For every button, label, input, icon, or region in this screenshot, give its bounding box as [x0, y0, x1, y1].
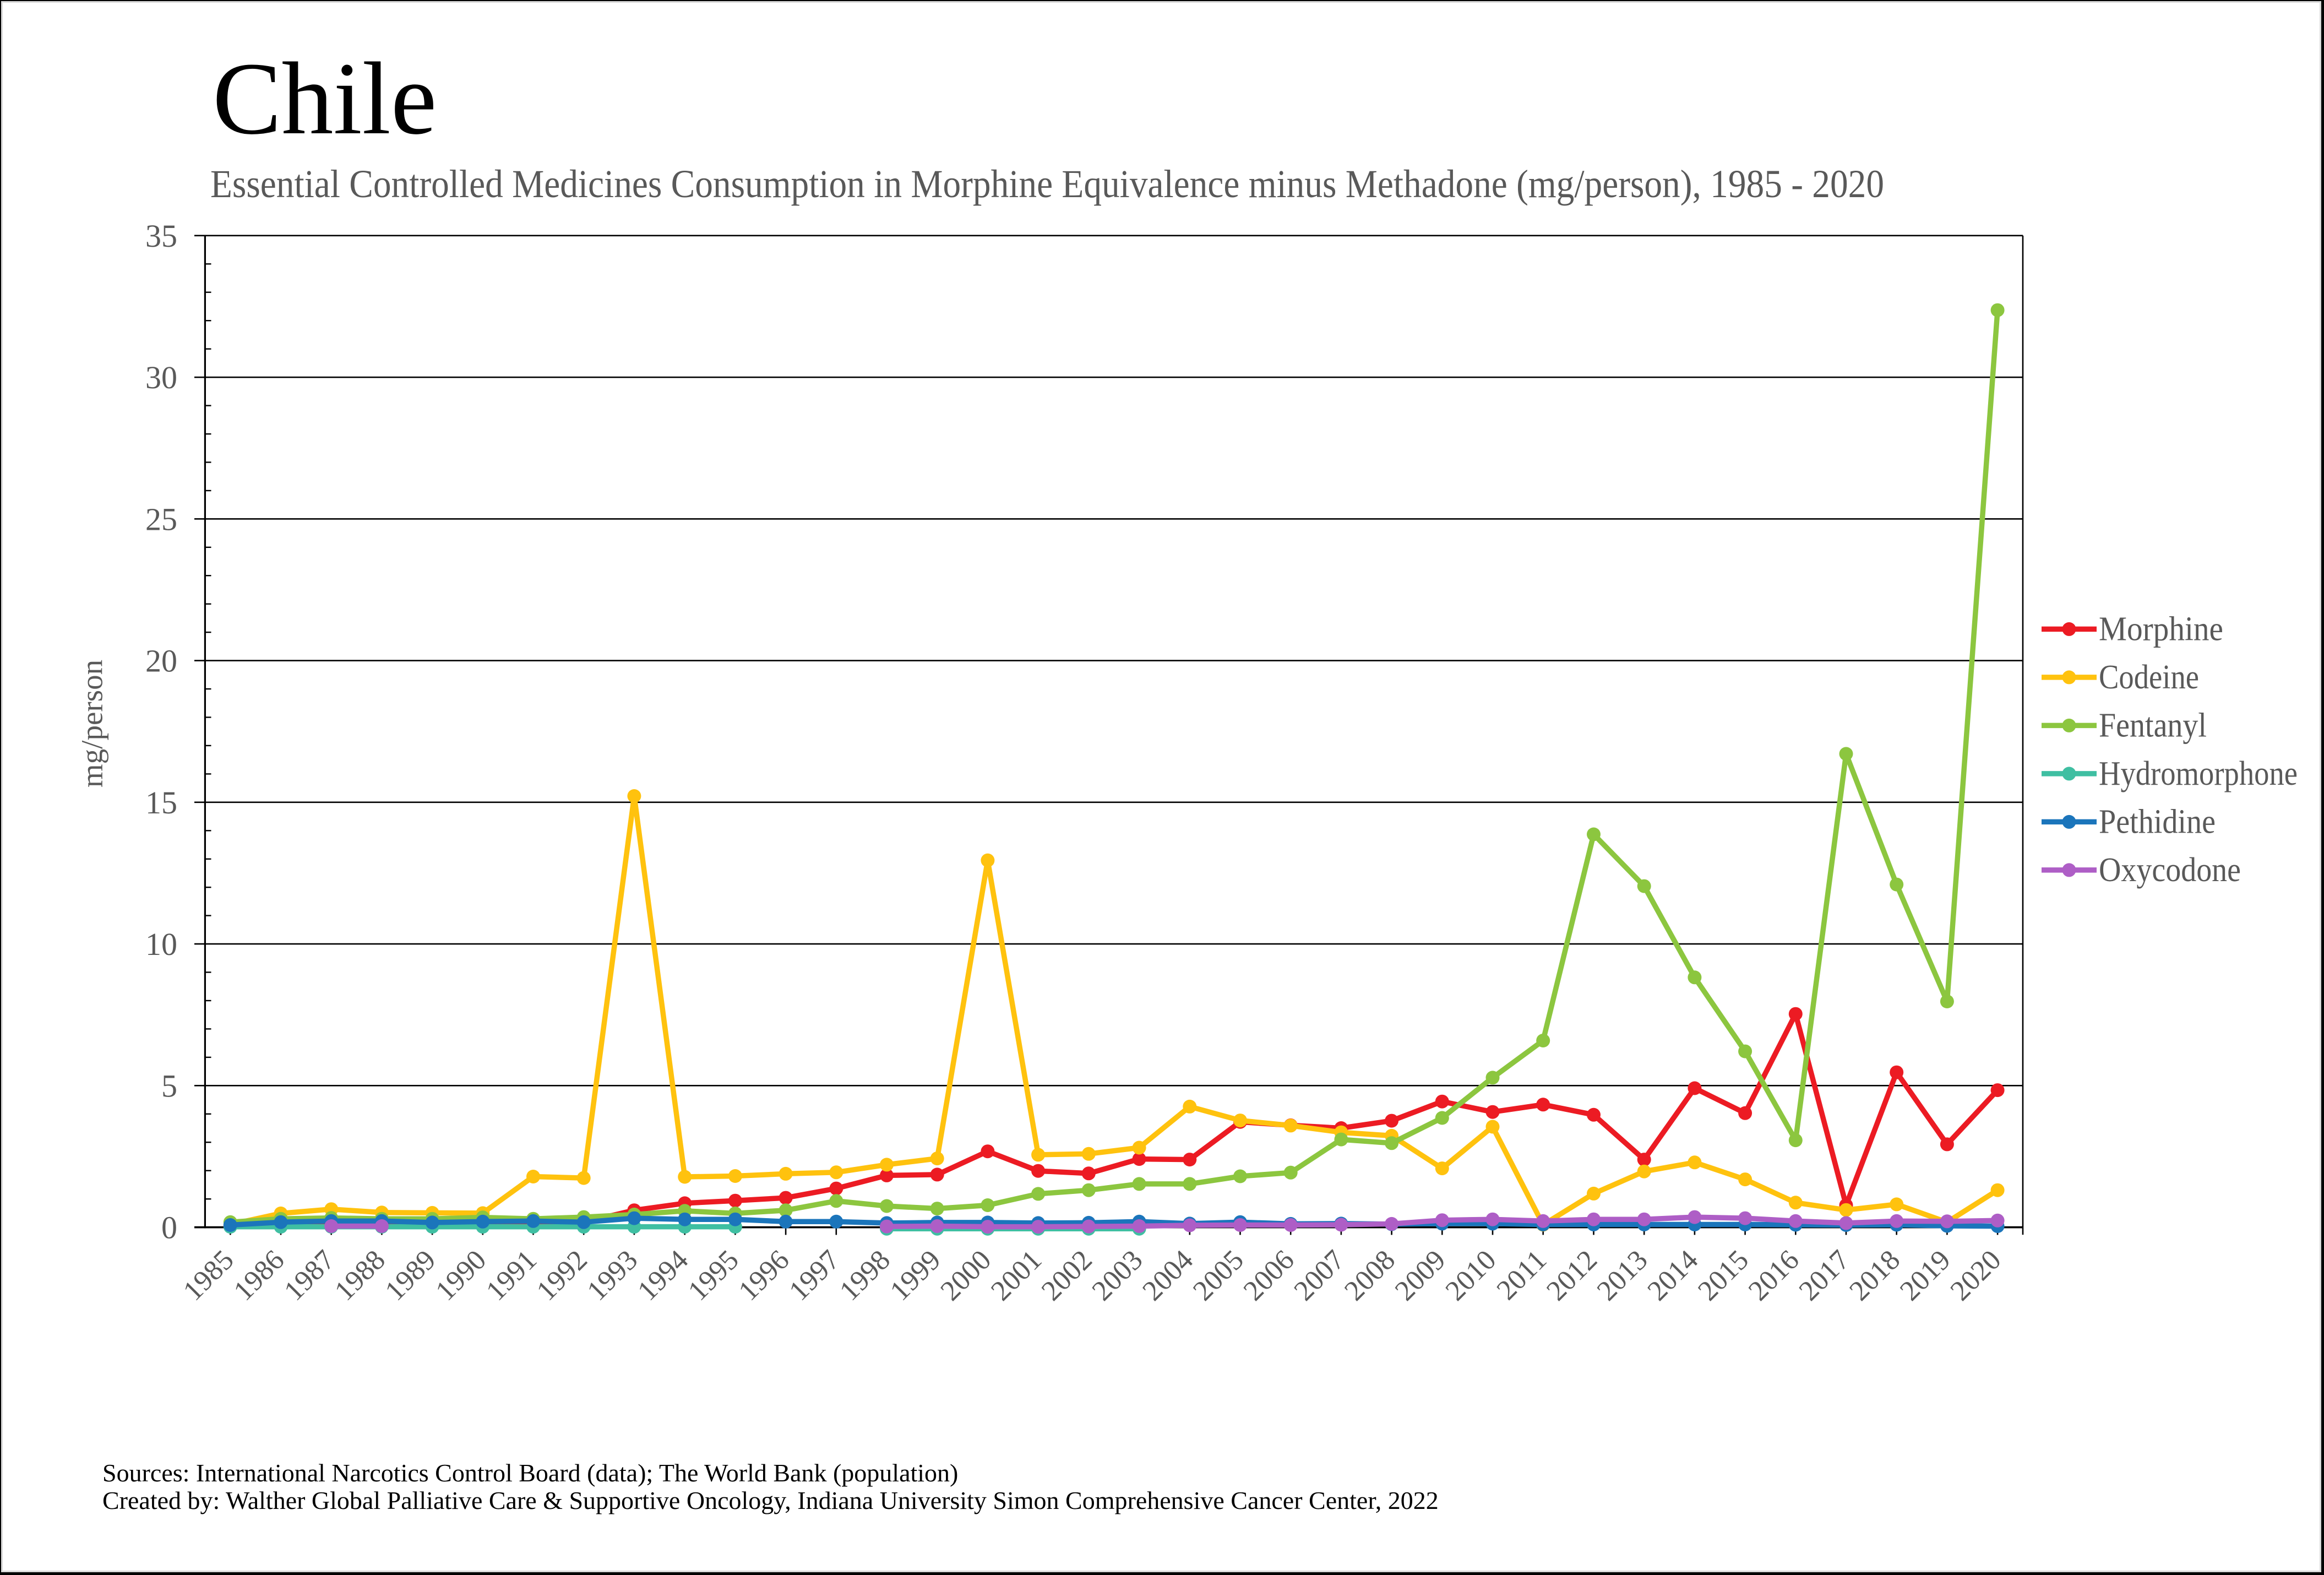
svg-text:2010: 2010: [1440, 1244, 1503, 1307]
svg-text:1997: 1997: [783, 1244, 846, 1307]
svg-text:2001: 2001: [985, 1244, 1048, 1307]
svg-text:2014: 2014: [1642, 1244, 1705, 1307]
svg-text:2007: 2007: [1288, 1244, 1351, 1307]
svg-text:1988: 1988: [329, 1244, 391, 1307]
svg-text:2005: 2005: [1187, 1244, 1250, 1307]
svg-text:1996: 1996: [733, 1244, 796, 1307]
svg-text:25: 25: [145, 501, 177, 537]
svg-text:20: 20: [145, 643, 177, 679]
svg-text:2020: 2020: [1945, 1244, 2007, 1307]
svg-text:1989: 1989: [379, 1244, 442, 1307]
svg-text:2016: 2016: [1743, 1244, 1805, 1307]
svg-text:Morphine: Morphine: [2099, 611, 2223, 648]
svg-text:1994: 1994: [632, 1244, 694, 1307]
svg-text:2004: 2004: [1136, 1244, 1199, 1307]
svg-text:2019: 2019: [1894, 1244, 1957, 1307]
svg-text:1995: 1995: [682, 1244, 745, 1307]
svg-text:Fentanyl: Fentanyl: [2099, 707, 2207, 745]
svg-text:5: 5: [161, 1068, 177, 1104]
svg-text:35: 35: [145, 218, 177, 254]
svg-text:0: 0: [161, 1210, 177, 1246]
svg-text:2008: 2008: [1338, 1244, 1401, 1307]
svg-text:2002: 2002: [1036, 1244, 1098, 1307]
svg-text:Created by: Walther Global Pal: Created by: Walther Global Palliative Ca…: [102, 1486, 1439, 1514]
svg-text:Pethidine: Pethidine: [2099, 803, 2216, 841]
svg-text:2018: 2018: [1843, 1244, 1906, 1307]
svg-text:2009: 2009: [1389, 1244, 1452, 1307]
svg-text:10: 10: [145, 926, 177, 962]
svg-text:2015: 2015: [1692, 1244, 1755, 1307]
svg-text:2013: 2013: [1591, 1244, 1654, 1307]
svg-text:Oxycodone: Oxycodone: [2099, 851, 2241, 889]
svg-text:1990: 1990: [429, 1244, 492, 1307]
svg-text:Sources: International Narcoti: Sources: International Narcotics Control…: [102, 1459, 958, 1487]
svg-text:1985: 1985: [177, 1244, 240, 1307]
svg-text:2012: 2012: [1541, 1244, 1603, 1307]
svg-text:1998: 1998: [834, 1244, 896, 1307]
svg-text:15: 15: [145, 785, 177, 821]
svg-text:2003: 2003: [1086, 1244, 1149, 1307]
svg-text:Essential Controlled Medicines: Essential Controlled Medicines Consumpti…: [210, 162, 1884, 206]
svg-text:Hydromorphone: Hydromorphone: [2099, 755, 2298, 792]
svg-text:1987: 1987: [278, 1244, 341, 1307]
svg-text:1986: 1986: [228, 1244, 291, 1307]
svg-text:1991: 1991: [480, 1244, 543, 1307]
svg-text:2000: 2000: [935, 1244, 998, 1307]
svg-text:1992: 1992: [531, 1244, 594, 1307]
svg-text:Chile: Chile: [213, 41, 437, 156]
svg-text:Codeine: Codeine: [2099, 659, 2199, 696]
svg-text:mg/person: mg/person: [75, 660, 109, 788]
svg-text:1993: 1993: [581, 1244, 644, 1307]
svg-text:2006: 2006: [1238, 1244, 1300, 1307]
svg-text:30: 30: [145, 360, 177, 395]
svg-text:2011: 2011: [1491, 1244, 1553, 1306]
svg-text:2017: 2017: [1793, 1244, 1856, 1307]
svg-text:1999: 1999: [884, 1244, 947, 1307]
